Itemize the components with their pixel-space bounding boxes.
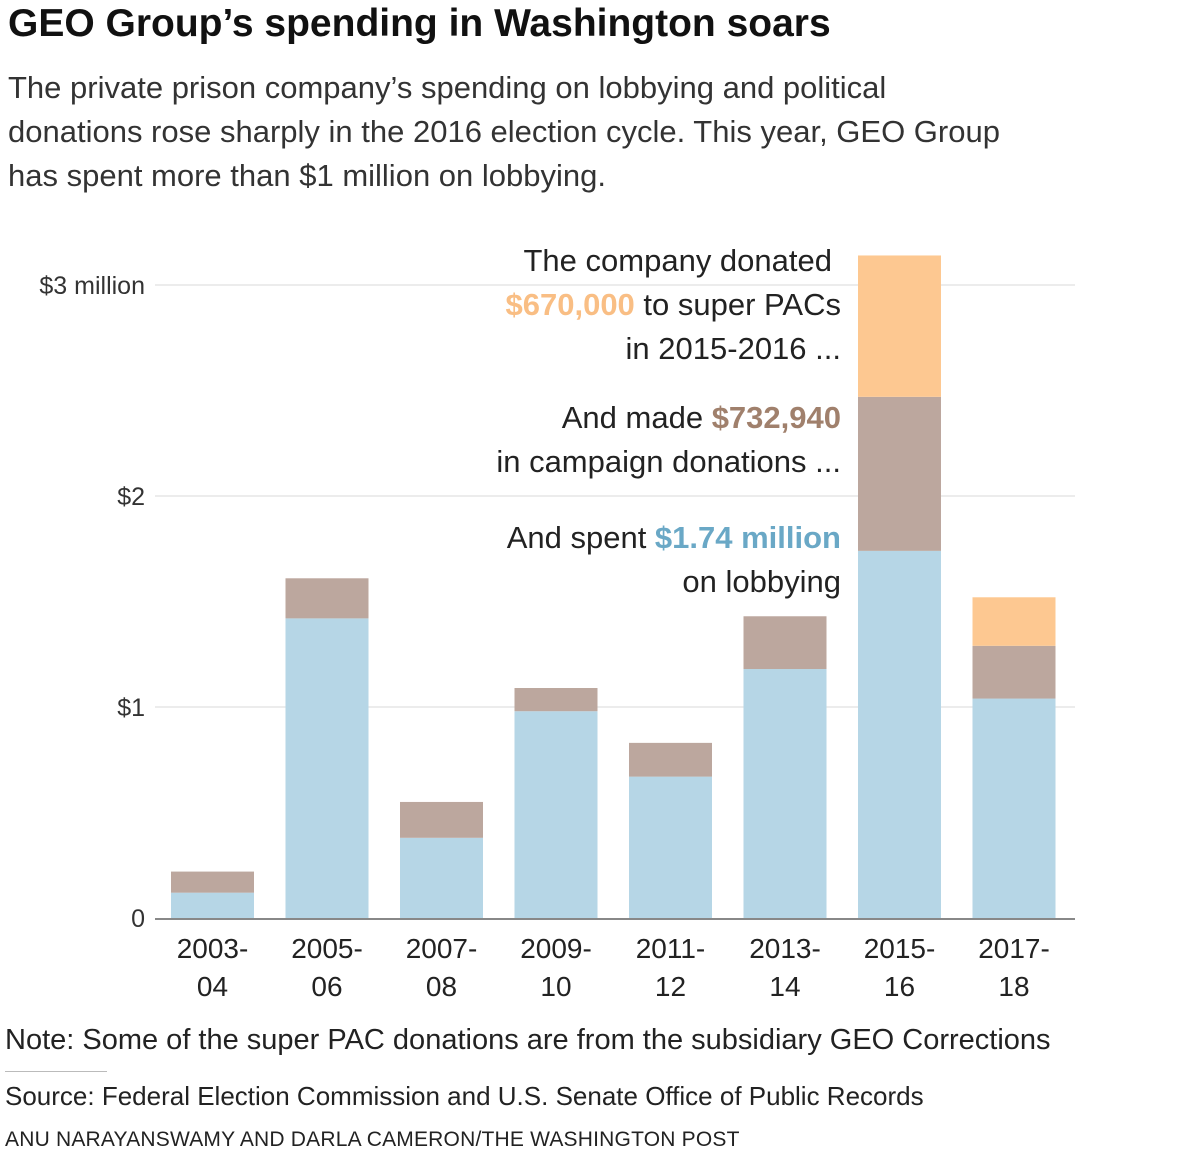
bar-segment-campaign bbox=[629, 742, 712, 777]
bar-segment-lobbying bbox=[972, 698, 1056, 918]
bar-segment-lobbying bbox=[743, 669, 827, 918]
bar-segment-campaign bbox=[400, 801, 483, 838]
annotation-campaign-line: And made $732,940 bbox=[562, 400, 841, 435]
annotation-super-pac-line: The company donated bbox=[524, 243, 833, 278]
bar-segment-campaign bbox=[514, 688, 598, 712]
annotation-super-pac-line: in 2015-2016 ... bbox=[626, 331, 841, 366]
x-tick-label: 2009- bbox=[520, 933, 592, 964]
bar-segment-lobbying bbox=[285, 618, 369, 918]
bar-segment-lobbying bbox=[514, 711, 598, 918]
x-tick-label: 2003- bbox=[177, 933, 249, 964]
bar-segment-campaign bbox=[858, 396, 941, 551]
chart-note: Note: Some of the super PAC donations ar… bbox=[5, 1024, 1051, 1056]
bar-segment-super-pac bbox=[972, 597, 1056, 646]
bar-segment-lobbying bbox=[171, 892, 254, 918]
x-tick-label: 2005- bbox=[291, 933, 363, 964]
y-tick-label: $3 million bbox=[39, 272, 145, 300]
bar-segment-lobbying bbox=[858, 550, 941, 918]
x-tick-label: 2017- bbox=[978, 933, 1050, 964]
x-tick-label: 12 bbox=[655, 971, 686, 1002]
chart-subtitle: The private prison company’s spending on… bbox=[8, 70, 1000, 193]
bar-segment-campaign bbox=[743, 616, 827, 670]
x-tick-label: 08 bbox=[426, 971, 457, 1002]
x-tick-label: 18 bbox=[998, 971, 1029, 1002]
annotation-lobbying-line: And spent $1.74 million bbox=[507, 520, 841, 555]
x-tick-label: 2013- bbox=[749, 933, 821, 964]
annotation-super-pac-line: $670,000 to super PACs bbox=[506, 287, 842, 322]
x-tick-label: 14 bbox=[769, 971, 800, 1002]
footer-divider bbox=[5, 1071, 107, 1072]
bar-segment-campaign bbox=[972, 645, 1056, 699]
bar-segment-super-pac bbox=[858, 255, 941, 397]
chart-title: GEO Group’s spending in Washington soars bbox=[8, 2, 831, 45]
y-tick-label: $2 bbox=[117, 483, 145, 511]
annotation-lobbying-line: on lobbying bbox=[682, 564, 841, 599]
bar-segment-campaign bbox=[285, 578, 369, 619]
x-tick-label: 2015- bbox=[864, 933, 936, 964]
bar-segment-campaign bbox=[171, 871, 254, 893]
bar-segment-lobbying bbox=[400, 837, 483, 918]
annotation-campaign-line: in campaign donations ... bbox=[496, 444, 841, 479]
x-tick-label: 06 bbox=[311, 971, 342, 1002]
chart-credit: ANU NARAYANSWAMY AND DARLA CAMERON/THE W… bbox=[5, 1128, 740, 1151]
chart-source: Source: Federal Election Commission and … bbox=[5, 1081, 924, 1111]
x-tick-label: 10 bbox=[540, 971, 571, 1002]
y-tick-label: 0 bbox=[131, 905, 145, 933]
stacked-bar-chart: 0 $1 $2 $3 million 2003- 04 2005- 06 2007- 08 2009… bbox=[39, 243, 1075, 1002]
bar-segment-lobbying bbox=[629, 776, 712, 918]
x-tick-label: 2007- bbox=[406, 933, 478, 964]
x-tick-label: 04 bbox=[197, 971, 228, 1002]
x-tick-label: 16 bbox=[884, 971, 915, 1002]
x-tick-label: 2011- bbox=[636, 933, 706, 964]
y-tick-label: $1 bbox=[117, 694, 145, 722]
